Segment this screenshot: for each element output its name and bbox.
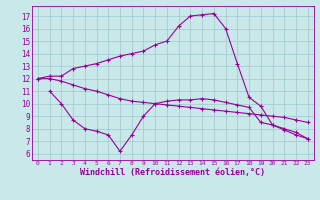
X-axis label: Windchill (Refroidissement éolien,°C): Windchill (Refroidissement éolien,°C) <box>80 168 265 177</box>
